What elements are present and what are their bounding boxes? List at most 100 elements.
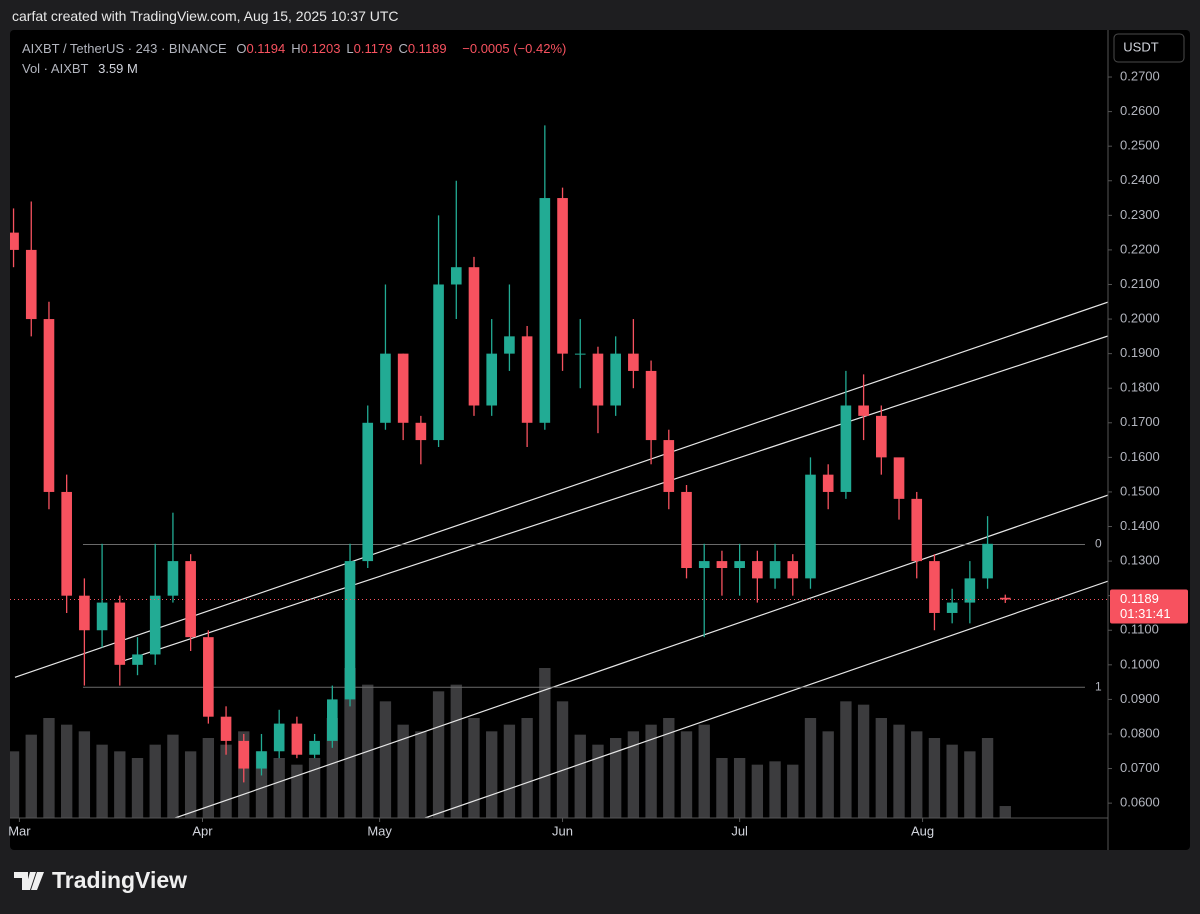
- y-tick-label: 0.2200: [1120, 241, 1160, 256]
- logo-mark: [14, 872, 44, 890]
- y-tick-label: 0.0800: [1120, 725, 1160, 740]
- fib-label: 0: [1095, 537, 1102, 551]
- candle-body: [893, 457, 905, 499]
- candle-body: [96, 602, 108, 631]
- candle-body: [911, 498, 923, 562]
- ohlc-label: L: [346, 41, 354, 56]
- volume-bar: [627, 731, 640, 818]
- last-price-box: [1110, 589, 1188, 624]
- volume-bar: [875, 718, 887, 818]
- candle-body: [433, 284, 444, 441]
- trend-line: [424, 580, 1108, 818]
- volume-bar: [486, 731, 498, 818]
- candle-body: [999, 597, 1011, 600]
- volume-bar: [415, 731, 427, 818]
- volume-bar: [149, 744, 161, 818]
- volume-bar: [663, 718, 675, 818]
- volume-bar: [468, 718, 480, 818]
- x-tick-label: Apr: [192, 823, 213, 838]
- axes: 0.0600 0.0700 0.0800 0.0900 0.1000 0.1100 0.12…: [8, 30, 1188, 850]
- x-tick-label: Aug: [911, 823, 934, 838]
- y-tick-label: 0.2000: [1120, 310, 1160, 325]
- last-price-label: 0.1189: [1120, 591, 1159, 606]
- candle-body: [539, 198, 551, 423]
- ohlc-value: 0.1179: [353, 41, 393, 56]
- candle-body: [238, 740, 250, 769]
- candle-body: [486, 353, 498, 406]
- volume-bar: [43, 718, 55, 818]
- volume-bar: [698, 724, 710, 818]
- volume-bar: [680, 731, 693, 818]
- candle-body: [362, 422, 374, 562]
- y-tick-label: 0.2600: [1120, 103, 1160, 118]
- ohlc-value: 0.1189: [407, 41, 447, 56]
- candle-body: [734, 561, 745, 569]
- candle-body: [149, 595, 161, 655]
- candle-body: [681, 491, 692, 569]
- candle-body: [273, 723, 285, 752]
- y-tick-label: 0.2500: [1120, 138, 1160, 153]
- volume-bar: [981, 738, 994, 818]
- volume-bar: [61, 724, 73, 818]
- volume-bar: [893, 724, 905, 818]
- volume-bar: [556, 701, 569, 818]
- candle-body: [822, 474, 834, 492]
- y-tick-label: 0.1600: [1120, 449, 1160, 464]
- y-tick-label: 0.1700: [1120, 414, 1160, 429]
- volume-bar: [96, 744, 108, 818]
- trend-line: [174, 494, 1108, 818]
- ohlc: O0.1194 H0.1203 L0.1179 C0.1189: [236, 41, 452, 56]
- volume-bar: [999, 806, 1011, 818]
- candle-body: [628, 353, 639, 371]
- volume-bar: [255, 751, 268, 818]
- volume-bar: [822, 731, 834, 818]
- volume-bar: [273, 758, 285, 818]
- candle-body: [132, 654, 143, 665]
- candle-body: [574, 353, 586, 355]
- y-tick-label: 0.2300: [1120, 207, 1160, 222]
- currency: USDT: [1123, 39, 1158, 54]
- volume-bar: [344, 668, 356, 818]
- candle-body: [876, 415, 887, 458]
- candle-body: [61, 491, 72, 596]
- ohlc-value: 0.1194: [246, 41, 286, 56]
- candle-body: [114, 602, 126, 665]
- y-tick-label: 0.1400: [1120, 518, 1160, 533]
- y-tick-label: 0.1000: [1120, 656, 1160, 671]
- volume-bar: [432, 691, 445, 818]
- candle-body: [203, 637, 214, 717]
- volume-bar: [220, 744, 232, 818]
- x-tick-label: Jun: [552, 823, 573, 838]
- volume-bar: [202, 738, 215, 818]
- y-tick-label: 0.2400: [1120, 172, 1160, 187]
- volume-title: Vol · AIXBT: [22, 61, 89, 76]
- legend-header: AIXBT / TetherUS · 243 · BINANCE O0.1194…: [22, 39, 572, 79]
- candle-body: [769, 561, 781, 579]
- volume-bar: [610, 738, 622, 818]
- volume-bar: [787, 764, 799, 818]
- candle-body: [663, 440, 675, 492]
- volume-bar: [379, 701, 392, 818]
- volume-bar: [10, 751, 20, 818]
- candle-body: [929, 561, 940, 613]
- volume-bar: [911, 731, 923, 818]
- volume-bar: [840, 701, 852, 818]
- candle-body: [25, 249, 37, 320]
- volume-bar: [804, 718, 817, 818]
- candle-body: [468, 267, 480, 406]
- y-tick-label: 0.2700: [1120, 68, 1160, 83]
- candle-body: [752, 561, 763, 579]
- currency-box: [1113, 33, 1185, 63]
- trend-line: [14, 301, 1108, 678]
- countdown: 01:31:41: [1120, 606, 1171, 621]
- volume-bar: [78, 731, 91, 818]
- y-tick-label: 0.0700: [1120, 760, 1160, 775]
- volume-bar: [308, 758, 321, 818]
- candle-body: [309, 740, 320, 755]
- candle-body: [397, 353, 409, 423]
- candle-body: [504, 336, 515, 354]
- candle-body: [840, 405, 852, 492]
- volume-bar: [167, 734, 179, 818]
